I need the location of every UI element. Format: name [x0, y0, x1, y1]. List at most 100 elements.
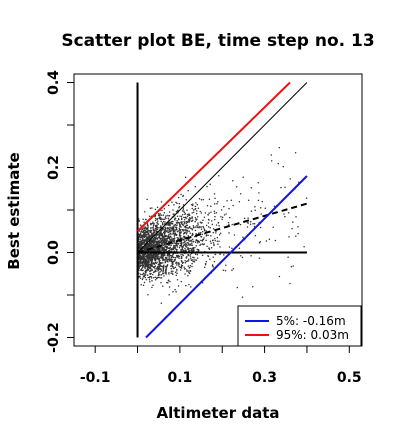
scatter-point: [144, 269, 147, 272]
scatter-point: [181, 210, 184, 212]
scatter-point: [171, 254, 173, 257]
scatter-point: [159, 250, 161, 252]
scatter-point: [196, 215, 199, 218]
scatter-point: [200, 199, 203, 201]
scatter-point: [283, 213, 285, 215]
scatter-point: [259, 240, 262, 243]
scatter-point: [206, 185, 208, 188]
scatter-point: [174, 271, 177, 273]
scatter-point: [161, 256, 164, 259]
scatter-point: [173, 238, 175, 241]
scatter-point: [170, 220, 173, 223]
scatter-point: [162, 253, 165, 256]
scatter-point: [177, 285, 180, 287]
scatter-point: [210, 242, 212, 244]
scatter-point: [139, 240, 142, 243]
scatter-point: [178, 257, 180, 260]
scatter-point: [191, 227, 193, 230]
scatter-point: [212, 227, 215, 230]
scatter-point: [162, 231, 165, 234]
scatter-point: [173, 235, 176, 237]
scatter-points: [136, 146, 308, 304]
scatter-point: [153, 253, 156, 256]
scatter-point: [158, 257, 160, 260]
scatter-point: [191, 217, 193, 220]
scatter-point: [166, 263, 169, 266]
scatter-point: [204, 212, 207, 214]
scatter-point: [195, 259, 198, 261]
scatter-point: [176, 278, 179, 281]
scatter-point: [219, 232, 222, 235]
scatter-point: [157, 263, 160, 266]
scatter-point: [200, 243, 202, 245]
scatter-point: [235, 186, 238, 188]
x-tick-label: 0.1: [167, 370, 192, 386]
scatter-point: [141, 241, 144, 244]
scatter-point: [190, 248, 193, 251]
scatter-point: [158, 255, 160, 258]
scatter-point: [144, 226, 146, 228]
scatter-point: [141, 262, 143, 265]
scatter-point: [193, 227, 195, 229]
scatter-point: [143, 247, 145, 250]
scatter-point: [168, 293, 170, 296]
scatter-point: [141, 260, 144, 263]
scatter-point: [182, 210, 185, 212]
scatter-point: [152, 244, 155, 247]
scatter-point: [155, 258, 157, 260]
scatter-point: [215, 211, 218, 214]
scatter-point: [194, 226, 197, 228]
scatter-point: [191, 242, 193, 244]
scatter-point: [201, 230, 204, 233]
scatter-point: [191, 262, 193, 265]
scatter-point: [280, 186, 282, 189]
scatter-point: [163, 240, 166, 243]
scatter-point: [190, 286, 192, 288]
scatter-point: [147, 250, 150, 252]
scatter-point: [160, 231, 162, 233]
scatter-point: [141, 235, 143, 238]
scatter-point: [173, 237, 176, 239]
scatter-point: [141, 273, 144, 276]
scatter-point: [155, 217, 157, 220]
scatter-point: [204, 262, 207, 265]
scatter-point: [225, 264, 227, 266]
scatter-point: [161, 218, 163, 220]
scatter-point: [200, 226, 202, 228]
scatter-point: [196, 226, 198, 229]
scatter-point: [144, 276, 147, 279]
scatter-point: [247, 217, 249, 219]
scatter-point: [168, 247, 171, 249]
scatter-point: [184, 250, 186, 252]
scatter-point: [154, 259, 157, 262]
scatter-point: [167, 282, 169, 284]
scatter-point: [182, 204, 185, 206]
scatter-point: [174, 233, 176, 236]
scatter-point: [162, 228, 164, 230]
scatter-point: [213, 218, 216, 221]
scatter-point: [156, 224, 158, 227]
scatter-point: [176, 246, 179, 248]
scatter-point: [162, 237, 165, 239]
scatter-point: [145, 265, 147, 267]
scatter-point: [210, 234, 212, 237]
scatter-point: [190, 257, 192, 260]
scatter-point: [155, 245, 157, 248]
scatter-point: [174, 288, 176, 291]
scatter-point: [191, 234, 193, 237]
scatter-point: [179, 215, 181, 217]
scatter-point: [207, 226, 210, 228]
scatter-point: [168, 272, 170, 274]
scatter-point: [199, 244, 201, 246]
scatter-point: [183, 236, 185, 238]
scatter-point: [183, 221, 186, 224]
scatter-point: [171, 239, 174, 241]
scatter-point: [176, 270, 178, 272]
scatter-point: [180, 245, 183, 247]
scatter-point: [138, 255, 140, 257]
scatter-point: [160, 255, 163, 257]
scatter-point: [144, 255, 147, 258]
scatter-point: [142, 277, 144, 279]
scatter-point: [151, 279, 153, 282]
scatter-point: [212, 241, 215, 244]
